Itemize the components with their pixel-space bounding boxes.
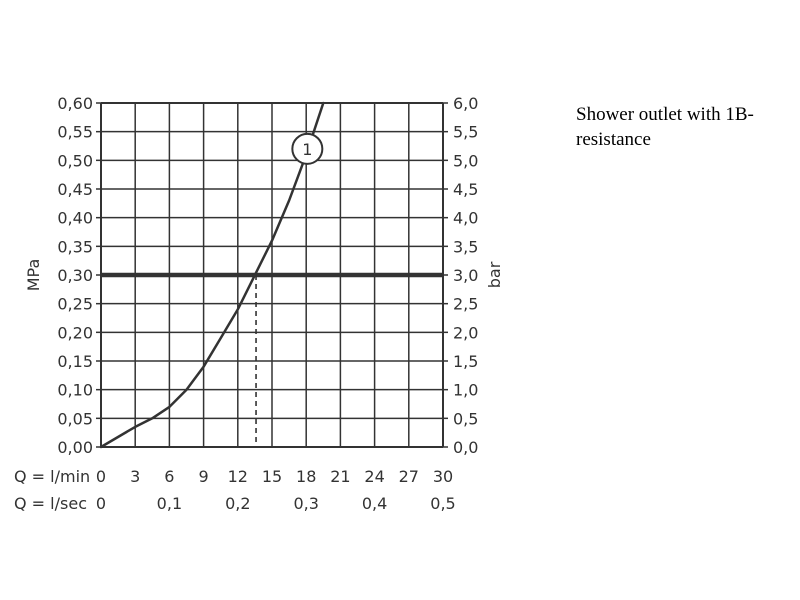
x-tick-label: 27 (399, 467, 419, 486)
x2-tick-label: 0,2 (225, 494, 250, 513)
x-tick-label: 0 (96, 467, 106, 486)
y-right-tick-label: 0,5 (453, 409, 478, 428)
x-tick-label: 30 (433, 467, 453, 486)
tick-labels: 0,000,050,100,150,200,250,300,350,400,45… (57, 94, 478, 513)
x-tick-label: 9 (199, 467, 209, 486)
y-right-tick-label: 4,5 (453, 180, 478, 199)
y-right-tick-label: 2,5 (453, 295, 478, 314)
y-left-axis-label: MPa (24, 259, 43, 292)
x2-axis-unit-label: Q = l/sec (14, 494, 87, 513)
x2-tick-label: 0,4 (362, 494, 387, 513)
y-left-tick-label: 0,55 (57, 123, 93, 142)
y-left-tick-label: 0,10 (57, 381, 93, 400)
y-left-tick-label: 0,40 (57, 209, 93, 228)
x-tick-label: 6 (164, 467, 174, 486)
x-tick-label: 15 (262, 467, 282, 486)
y-right-tick-label: 1,0 (453, 381, 478, 400)
series-marker-circle (291, 132, 324, 165)
x2-tick-label: 0 (96, 494, 106, 513)
y-right-tick-label: 3,5 (453, 237, 478, 256)
y-right-tick-label: 0,0 (453, 438, 478, 457)
y-left-tick-label: 0,45 (57, 180, 93, 199)
y-right-tick-label: 1,5 (453, 352, 478, 371)
x2-tick-label: 0,1 (157, 494, 182, 513)
x-tick-label: 18 (296, 467, 316, 486)
y-left-tick-label: 0,05 (57, 409, 93, 428)
y-left-tick-label: 0,20 (57, 323, 93, 342)
x2-tick-label: 0,5 (430, 494, 455, 513)
y-right-tick-label: 2,0 (453, 323, 478, 342)
x-tick-label: 12 (228, 467, 248, 486)
y-left-tick-label: 0,35 (57, 237, 93, 256)
y-right-tick-label: 4,0 (453, 209, 478, 228)
y-right-tick-label: 5,5 (453, 123, 478, 142)
y-left-tick-label: 0,60 (57, 94, 93, 113)
y-left-tick-label: 0,00 (57, 438, 93, 457)
series-line (99, 101, 325, 449)
y-right-tick-label: 3,0 (453, 266, 478, 285)
chart-caption: Shower outlet with 1B-resistance (576, 104, 754, 150)
x2-tick-label: 0,3 (293, 494, 318, 513)
pressure-flow-chart: 1 0,000,050,100,150,200,250,300,350,400,… (14, 94, 504, 513)
series-group: 1 (99, 101, 325, 449)
x-tick-label: 21 (330, 467, 350, 486)
y-left-tick-label: 0,25 (57, 295, 93, 314)
reference-lines (101, 272, 443, 447)
y-right-tick-label: 5,0 (453, 151, 478, 170)
y-left-tick-label: 0,30 (57, 266, 93, 285)
x-tick-label: 24 (364, 467, 384, 486)
x-tick-label: 3 (130, 467, 140, 486)
y-left-tick-label: 0,15 (57, 352, 93, 371)
y-right-tick-label: 6,0 (453, 94, 478, 113)
y-right-axis-label: bar (485, 261, 504, 288)
x-axis-unit-label: Q = l/min (14, 467, 90, 486)
y-left-tick-label: 0,50 (57, 151, 93, 170)
series-marker-label: 1 (302, 140, 312, 159)
